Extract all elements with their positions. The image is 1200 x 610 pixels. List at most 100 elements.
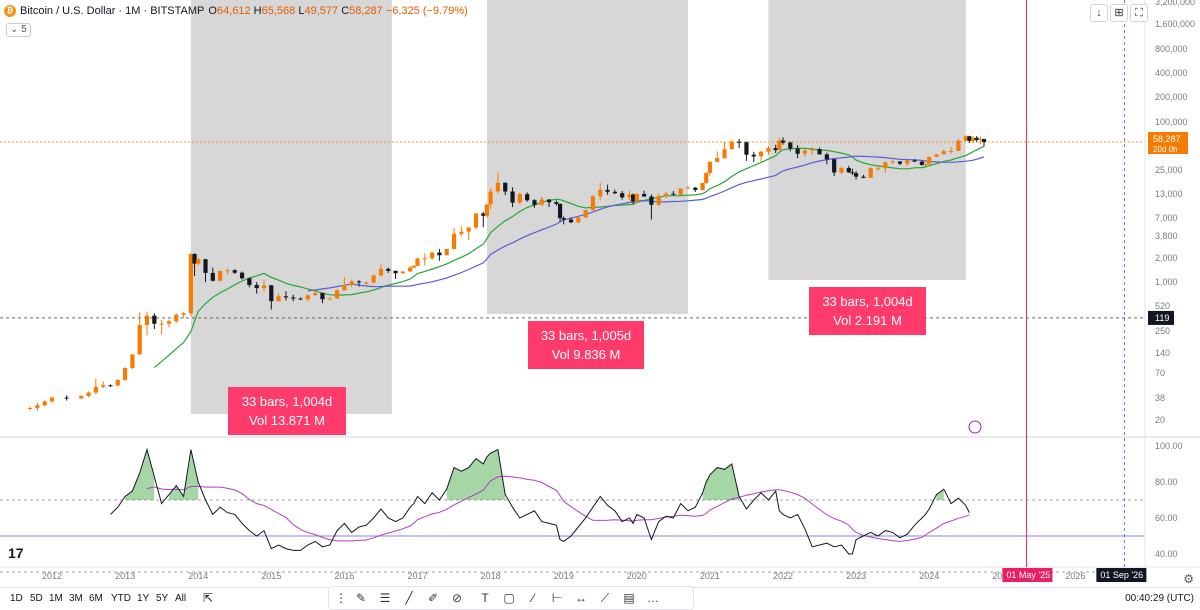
drag-handle-icon[interactable]: ⋮ (335, 591, 347, 605)
utc-clock[interactable]: 00:40:29 (UTC) (1125, 593, 1194, 604)
candle-body (371, 275, 376, 283)
candle-body (232, 270, 237, 273)
fib-icon[interactable]: ☰ (379, 591, 391, 605)
pen-icon[interactable]: ✐ (427, 591, 439, 605)
candle-body (956, 140, 961, 151)
moving-averages (153, 145, 985, 369)
candle-body (861, 176, 866, 178)
timeframe-5y[interactable]: 5Y (156, 593, 169, 604)
candle-body (313, 293, 318, 296)
current-price-tag (1148, 132, 1188, 154)
candle-body (144, 315, 150, 325)
candle-body (854, 173, 859, 177)
candle-body (751, 154, 756, 157)
timeframe-1m[interactable]: 1M (49, 593, 63, 604)
candle-body (101, 385, 106, 387)
date-range-tool-icon[interactable]: ⊢ (551, 591, 563, 605)
candle-body (503, 182, 508, 192)
symbol-header: ₿ Bitcoin / U.S. Dollar · 1M · BITSTAMP … (4, 5, 468, 17)
pattern-icon[interactable]: ⟋ (600, 591, 610, 605)
candle-body (327, 298, 332, 300)
range-annotation-1: 33 bars, 1,004d Vol 13.871 M (228, 387, 346, 435)
rsi-ma-line (146, 475, 970, 542)
candle-body (411, 265, 416, 268)
timeframe-3m[interactable]: 3M (69, 593, 83, 604)
candle-body (634, 193, 639, 202)
candle-body (722, 149, 727, 159)
candle-body (192, 253, 197, 264)
symbol-name[interactable]: Bitcoin / U.S. Dollar · 1M · BITSTAMP (20, 5, 205, 17)
text-icon[interactable]: T (481, 591, 489, 605)
candle-body (495, 182, 501, 192)
price-chart[interactable]: 17 3,200,000 1,600,000 800,000 400,000 200,0… (0, 0, 1200, 587)
year-tick-label: 2019 (554, 571, 574, 581)
price-tick-label: 250 (1155, 326, 1170, 336)
fullscreen-icon[interactable]: ⛶ (1130, 4, 1148, 22)
price-tick-label: 1,600,000 (1155, 19, 1195, 29)
trendline-icon[interactable]: ╱ (405, 591, 413, 605)
price-tick-label: 200,000 (1155, 92, 1188, 102)
rsi-tick-label: 60.00 (1155, 513, 1178, 523)
year-tick-label: 2022 (773, 571, 793, 581)
candle-body (839, 168, 844, 173)
candle-body (108, 385, 113, 387)
download-icon[interactable]: ↓ (1090, 4, 1108, 22)
shapes-icon[interactable]: ⊘ (451, 591, 463, 605)
candle-body (320, 293, 325, 300)
timeframe-1d[interactable]: 1D (10, 593, 23, 604)
candle-body (466, 227, 471, 232)
candle-body (539, 199, 544, 205)
change-value: −6,325 (−9.79%) (385, 5, 468, 17)
date-range-icon[interactable]: ⇱ (203, 591, 214, 605)
timeframe-1y[interactable]: 1Y (137, 593, 150, 604)
settings-gear-icon[interactable]: ⚙ (1183, 572, 1194, 586)
alert-icon (968, 420, 982, 434)
indicators-toggle[interactable]: ⌄ 5 (6, 23, 31, 37)
timeframe-ytd[interactable]: YTD (111, 593, 131, 604)
price-range-icon[interactable]: ↔ (575, 591, 587, 605)
candle-body (247, 278, 252, 285)
candle-body (850, 172, 855, 174)
candle-body (934, 154, 939, 157)
countdown-label: 20d 0h (1153, 145, 1177, 154)
candle-body (42, 401, 47, 406)
year-tick-label: 2016 (334, 571, 354, 581)
candle-body (627, 194, 632, 198)
rsi-overbought-fill (169, 449, 199, 500)
ruler-icon[interactable]: ▤ (623, 591, 635, 605)
candle-body (174, 314, 179, 322)
candle-body (744, 142, 749, 155)
chevron-down-icon: ⌄ (10, 24, 19, 35)
candle-body (276, 296, 281, 302)
candle-body (115, 379, 120, 386)
candle-body (473, 213, 479, 228)
candle-body (218, 271, 223, 281)
timeframe-all[interactable]: All (175, 593, 187, 604)
candle-body (444, 248, 449, 256)
rsi-line (110, 447, 970, 555)
rsi-pane: 17 (0, 447, 1145, 573)
price-tick-label: 520 (1155, 301, 1170, 311)
candle-body (378, 268, 384, 276)
more-tools-icon[interactable]: … (647, 591, 659, 605)
candle-body (166, 321, 172, 324)
rsi-overbought-fill (125, 449, 155, 500)
timeframe-6m[interactable]: 6M (89, 593, 103, 604)
path-icon[interactable]: ∕ (531, 591, 534, 605)
candle-body (484, 204, 490, 216)
candle-body (349, 281, 354, 285)
compare-icon[interactable]: ⊞ (1110, 4, 1128, 22)
candle-body (356, 281, 362, 283)
candle-body (557, 203, 563, 219)
timeframe-5d[interactable]: 5D (30, 593, 43, 604)
price-tick-label: 3,200,000 (1155, 0, 1195, 7)
candle-body (788, 142, 793, 149)
price-tick-label: 25,000 (1155, 165, 1183, 175)
candle-body (875, 168, 881, 170)
candle-body (890, 161, 895, 163)
candle-body (459, 231, 464, 234)
rectangle-icon[interactable]: ▢ (503, 591, 515, 605)
candle-body (715, 158, 720, 162)
candle-body (49, 397, 55, 402)
brush-icon[interactable]: ✎ (355, 591, 367, 605)
